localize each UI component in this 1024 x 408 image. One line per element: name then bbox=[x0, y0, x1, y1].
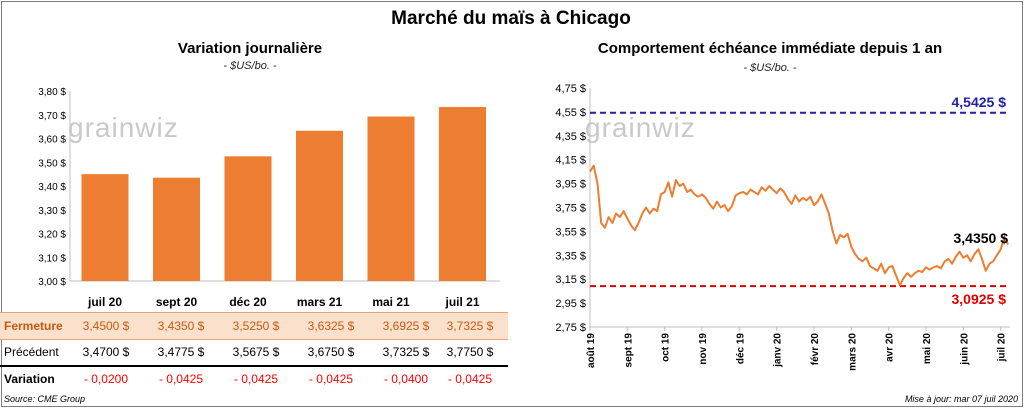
close-cell: 3,6325 $ bbox=[307, 319, 355, 333]
y-tick-label: 2,95 $ bbox=[555, 298, 586, 310]
x-tick-label: mars 21 bbox=[297, 295, 343, 309]
y-tick-label: 3,00 $ bbox=[38, 277, 66, 288]
variation-cell: - 0,0200 bbox=[83, 372, 129, 386]
high-value-label: 4,5425 $ bbox=[952, 94, 1007, 110]
x-tick-label: sept 20 bbox=[156, 295, 198, 309]
variation-cell: - 0,0425 bbox=[308, 372, 354, 386]
bar bbox=[81, 174, 129, 281]
variation-cell: - 0,0425 bbox=[233, 372, 279, 386]
y-tick-label: 4,75 $ bbox=[555, 83, 586, 95]
y-tick-label: 3,10 $ bbox=[38, 253, 66, 264]
y-tick-label: 3,95 $ bbox=[555, 179, 586, 191]
y-tick-label: 3,60 $ bbox=[38, 135, 66, 146]
x-tick-label: févr 20 bbox=[810, 333, 821, 366]
x-tick-label: nov 19 bbox=[698, 333, 709, 365]
main-title: Marché du maïs à Chicago bbox=[391, 8, 631, 29]
y-tick-label: 3,80 $ bbox=[38, 87, 66, 98]
close-row: Fermeture 3,4500 $ 3,4350 $ 3,5250 $ 3,6… bbox=[0, 312, 508, 340]
variation-label: Variation bbox=[4, 372, 55, 386]
previous-cell: 3,6750 $ bbox=[307, 345, 355, 359]
left-chart-unit: - $US/bo. - bbox=[223, 60, 277, 72]
source-note: Source: CME Group bbox=[4, 394, 86, 404]
x-tick-label: oct 19 bbox=[661, 333, 672, 362]
y-tick-label: 4,55 $ bbox=[555, 107, 586, 119]
bar bbox=[439, 107, 486, 281]
bar bbox=[224, 156, 272, 281]
previous-cell: 3,4775 $ bbox=[157, 345, 205, 359]
x-tick-label: juil 21 bbox=[444, 295, 479, 309]
previous-cell: 3,7750 $ bbox=[446, 345, 494, 359]
previous-cell: 3,7325 $ bbox=[382, 345, 430, 359]
x-tick-label: avr 20 bbox=[885, 333, 896, 362]
y-tick-label: 2,75 $ bbox=[555, 322, 586, 334]
close-cell: 3,5250 $ bbox=[232, 319, 280, 333]
grainwiz-logo-left: grainwiz bbox=[68, 112, 179, 143]
x-tick-label: mai 21 bbox=[372, 295, 410, 309]
x-tick-label: juil 20 bbox=[87, 295, 122, 309]
grainwiz-logo-right: grainwiz bbox=[585, 112, 696, 143]
x-tick-label: déc 20 bbox=[229, 295, 267, 309]
y-tick-label: 3,75 $ bbox=[555, 203, 586, 215]
x-tick-label: juil 20 bbox=[997, 333, 1008, 363]
variation-cell: - 0,0425 bbox=[158, 372, 204, 386]
y-tick-label: 3,20 $ bbox=[38, 230, 66, 241]
y-tick-label: 4,15 $ bbox=[555, 155, 586, 167]
y-tick-label: 3,35 $ bbox=[555, 250, 586, 262]
update-note: Mise à jour: mar 07 juil 2020 bbox=[904, 394, 1018, 404]
y-tick-label: 3,30 $ bbox=[38, 206, 66, 217]
bar bbox=[153, 177, 200, 281]
right-chart-title: Comportement échéance immédiate depuis 1… bbox=[597, 40, 943, 57]
line-chart: 2,75 $ 2,95 $ 3,15 $ 3,35 $ 3,55 $ 3,75 $ 3,95… bbox=[555, 83, 1010, 371]
previous-row: Précédent 3,4700 $ 3,4775 $ 3,5675 $ 3,6… bbox=[0, 339, 508, 367]
x-tick-label: janv 20 bbox=[773, 333, 784, 368]
previous-cell: 3,4700 $ bbox=[82, 345, 130, 359]
close-cell: 3,4350 $ bbox=[157, 319, 205, 333]
variation-cell: - 0,0400 bbox=[383, 372, 429, 386]
y-tick-label: 3,55 $ bbox=[555, 226, 586, 238]
y-tick-label: 3,15 $ bbox=[555, 274, 586, 286]
right-chart-unit: - $US/bo. - bbox=[743, 62, 797, 74]
x-tick-label: déc 19 bbox=[735, 333, 746, 365]
last-value-label: 3,4350 $ bbox=[954, 230, 1009, 246]
close-cell: 3,7325 $ bbox=[446, 319, 494, 333]
close-cell: 3,4500 $ bbox=[82, 319, 130, 333]
low-value-label: 3,0925 $ bbox=[952, 291, 1007, 307]
y-tick-label: 4,35 $ bbox=[555, 131, 586, 143]
x-tick-label: juin 20 bbox=[959, 333, 970, 366]
previous-label: Précédent bbox=[4, 345, 59, 359]
variation-cell: - 0,0425 bbox=[447, 372, 493, 386]
x-tick-label: mars 20 bbox=[847, 333, 858, 371]
bar bbox=[296, 130, 343, 281]
variation-row: Variation - 0,0200 - 0,0425 - 0,0425 - 0… bbox=[0, 366, 508, 392]
previous-cell: 3,5675 $ bbox=[232, 345, 280, 359]
close-cell: 3,6925 $ bbox=[382, 319, 430, 333]
y-tick-label: 3,40 $ bbox=[38, 182, 66, 193]
x-tick-label: août 19 bbox=[586, 333, 597, 368]
y-tick-label: 3,50 $ bbox=[38, 158, 66, 169]
bar-chart: 3,00 $ 3,10 $ 3,20 $ 3,30 $ 3,40 $ 3,50 $ 3,60… bbox=[38, 87, 500, 309]
x-tick-label: mai 20 bbox=[922, 333, 933, 365]
y-tick-label: 3,70 $ bbox=[38, 111, 66, 122]
bar bbox=[367, 116, 415, 281]
x-tick-label: sept 19 bbox=[623, 333, 634, 368]
close-label: Fermeture bbox=[4, 319, 63, 333]
price-series-line bbox=[589, 164, 1009, 287]
left-chart-title: Variation journalière bbox=[177, 40, 323, 57]
